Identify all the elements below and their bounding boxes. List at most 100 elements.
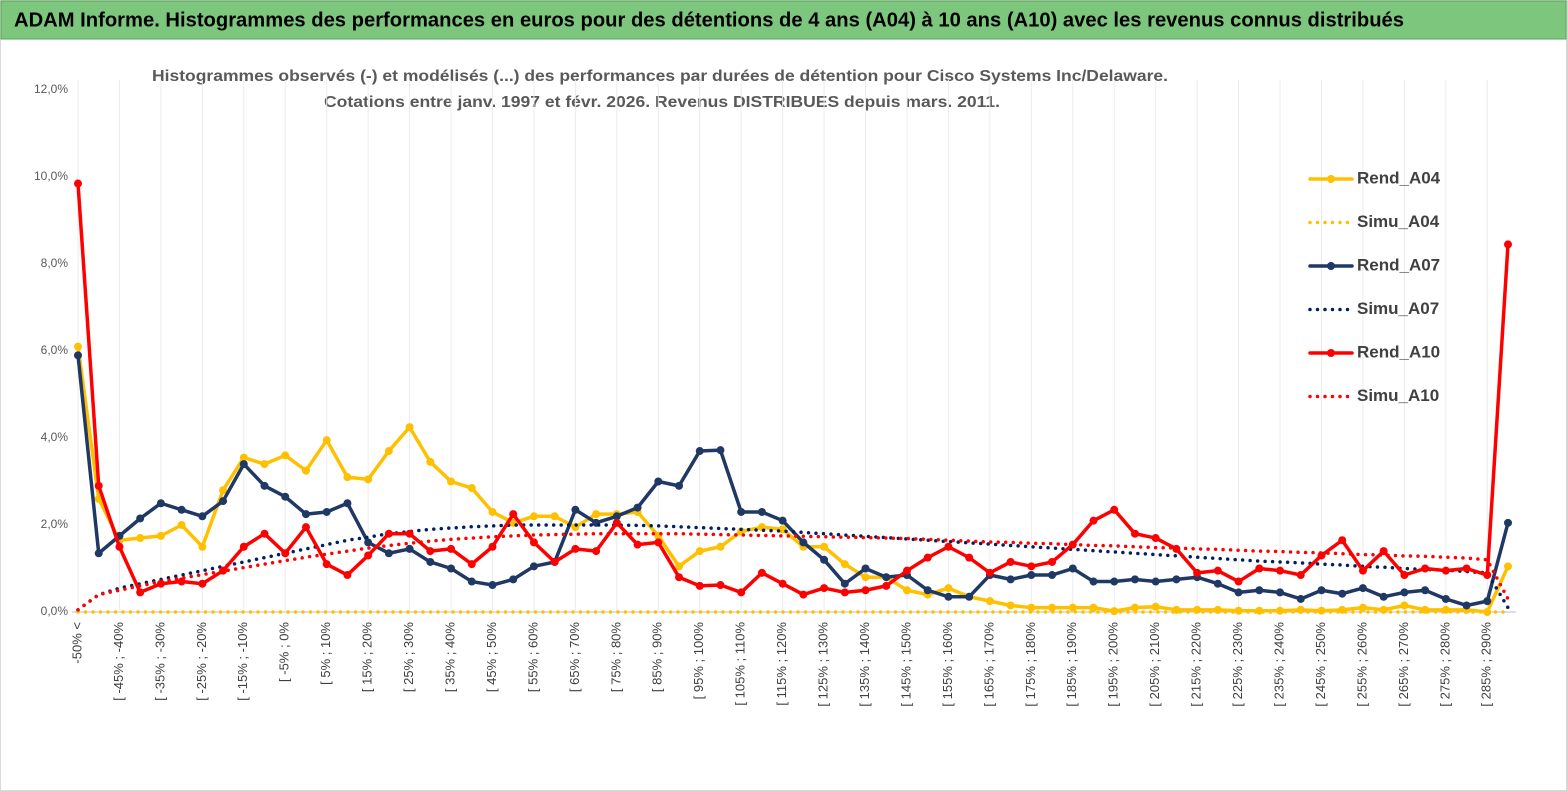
series-marker bbox=[861, 586, 870, 595]
x-tick-label: [ 175% ; 180% bbox=[1023, 622, 1038, 707]
series-marker bbox=[177, 505, 186, 514]
legend-label: Rend_A10 bbox=[1357, 342, 1440, 361]
series-marker bbox=[1110, 505, 1119, 514]
series-marker bbox=[488, 507, 497, 516]
legend-label: Simu_A04 bbox=[1357, 212, 1440, 231]
series-marker bbox=[654, 477, 663, 486]
series-marker bbox=[1089, 603, 1098, 612]
y-tick-label: 10,0% bbox=[34, 169, 68, 183]
series-marker bbox=[426, 457, 435, 466]
series-marker bbox=[239, 542, 248, 551]
series-marker bbox=[1048, 603, 1057, 612]
series-marker bbox=[1130, 529, 1139, 538]
series-marker bbox=[840, 579, 849, 588]
series-marker bbox=[1338, 536, 1347, 545]
x-tick-label: [ 25% ; 30% bbox=[401, 622, 416, 693]
series-marker bbox=[902, 586, 911, 595]
series-marker bbox=[1379, 592, 1388, 601]
series-marker bbox=[74, 351, 82, 360]
series-marker bbox=[322, 560, 331, 569]
series-marker bbox=[426, 557, 435, 566]
x-tick-label: [ 105% ; 110% bbox=[733, 622, 748, 706]
series-marker bbox=[198, 512, 207, 521]
series-marker bbox=[1172, 575, 1181, 584]
x-tick-label: [ 75% ; 80% bbox=[608, 622, 623, 693]
series-marker bbox=[1504, 240, 1512, 249]
series-marker bbox=[633, 540, 642, 549]
series-marker bbox=[965, 553, 974, 562]
legend-marker bbox=[1327, 175, 1335, 183]
x-tick-label: [ 35% ; 40% bbox=[442, 622, 457, 693]
x-tick-label: [ 275% ; 280% bbox=[1437, 622, 1452, 707]
series-marker bbox=[1255, 606, 1264, 615]
series-marker bbox=[1421, 564, 1430, 573]
series-marker bbox=[198, 579, 207, 588]
series-marker bbox=[799, 590, 808, 599]
series-marker bbox=[115, 542, 124, 551]
series-marker bbox=[1358, 584, 1367, 593]
x-tick-label: [ -45% ; -40% bbox=[111, 622, 126, 701]
series-marker bbox=[737, 588, 746, 597]
series-marker bbox=[405, 423, 414, 432]
series-marker bbox=[1255, 564, 1264, 573]
series-marker bbox=[1068, 603, 1077, 612]
series-marker bbox=[322, 436, 331, 445]
series-marker bbox=[571, 544, 580, 553]
series-marker bbox=[1358, 603, 1367, 612]
series-line bbox=[76, 531, 1510, 612]
x-tick-label: [ -5% ; 0% bbox=[277, 622, 292, 682]
series-marker bbox=[965, 592, 974, 601]
series-marker bbox=[592, 547, 601, 556]
series-marker bbox=[757, 507, 766, 516]
series-marker bbox=[820, 555, 829, 564]
x-tick-label: [ 95% ; 100% bbox=[691, 622, 706, 700]
x-tick-label: [ 255% ; 260% bbox=[1354, 622, 1369, 707]
x-tick-label: [ 185% ; 190% bbox=[1064, 622, 1079, 707]
x-tick-label: [ 165% ; 170% bbox=[981, 622, 996, 707]
series-marker bbox=[405, 544, 414, 553]
x-tick-label: [ 265% ; 270% bbox=[1396, 622, 1411, 707]
series-marker bbox=[675, 481, 684, 490]
series-marker bbox=[1006, 557, 1015, 566]
series-marker bbox=[1441, 594, 1450, 603]
x-tick-label: [ -15% ; -10% bbox=[235, 622, 250, 701]
x-tick-label: [ 285% ; 290% bbox=[1479, 622, 1494, 707]
series-marker bbox=[260, 529, 269, 538]
series-marker bbox=[281, 451, 290, 460]
x-tick-label: [ 215% ; 220% bbox=[1189, 622, 1204, 707]
series-marker bbox=[447, 477, 456, 486]
series-marker bbox=[840, 560, 849, 569]
series-marker bbox=[322, 507, 331, 516]
series-marker bbox=[447, 544, 456, 553]
series-marker bbox=[260, 481, 269, 490]
series-marker bbox=[633, 503, 642, 512]
series-marker bbox=[467, 577, 476, 586]
series-marker bbox=[1441, 566, 1450, 575]
y-tick-label: 4,0% bbox=[41, 430, 69, 444]
series-marker bbox=[1151, 577, 1160, 586]
series-marker bbox=[1006, 601, 1015, 610]
series-marker bbox=[1421, 586, 1430, 595]
series-marker bbox=[1048, 571, 1057, 580]
series-marker bbox=[675, 573, 684, 582]
series-marker bbox=[820, 584, 829, 593]
series-marker bbox=[281, 492, 290, 501]
series-marker bbox=[571, 505, 580, 514]
x-tick-label: [ 245% ; 250% bbox=[1313, 622, 1328, 707]
legend-label: Simu_A10 bbox=[1357, 386, 1439, 405]
series-marker bbox=[301, 523, 310, 532]
series-marker bbox=[1504, 562, 1512, 571]
series-marker bbox=[343, 571, 352, 580]
series-marker bbox=[198, 542, 207, 551]
series-marker bbox=[529, 538, 538, 547]
y-tick-label: 12,0% bbox=[34, 82, 68, 96]
series-marker bbox=[384, 529, 393, 538]
series-marker bbox=[1110, 577, 1119, 586]
y-tick-label: 6,0% bbox=[41, 343, 69, 357]
x-tick-label: [ 205% ; 210% bbox=[1147, 622, 1162, 707]
x-tick-label: [ 45% ; 50% bbox=[484, 622, 499, 693]
series-marker bbox=[1193, 568, 1202, 577]
series-marker bbox=[592, 510, 601, 519]
series-marker bbox=[488, 581, 497, 590]
